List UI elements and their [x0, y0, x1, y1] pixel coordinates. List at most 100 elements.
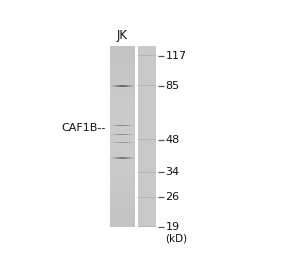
Bar [129, 134, 130, 135]
Bar [110, 205, 135, 206]
Bar [125, 125, 126, 126]
Bar [110, 75, 135, 76]
Bar [110, 137, 135, 138]
Bar [110, 162, 135, 163]
Bar [110, 132, 135, 133]
Bar [122, 134, 123, 135]
Bar [110, 209, 135, 210]
Bar [110, 141, 135, 142]
Bar [110, 76, 135, 77]
Bar [118, 125, 119, 126]
Bar [127, 157, 128, 159]
Bar [110, 224, 135, 225]
Bar [128, 134, 129, 135]
Bar [110, 64, 135, 65]
Bar [138, 55, 156, 56]
Bar [110, 174, 135, 175]
Bar [110, 156, 135, 157]
Bar [110, 157, 111, 159]
Bar [110, 178, 135, 179]
Bar [129, 134, 130, 135]
Bar [110, 142, 111, 143]
Bar [117, 134, 118, 135]
Bar [110, 63, 135, 64]
Bar [117, 134, 118, 135]
Bar [112, 125, 113, 126]
Bar [110, 47, 135, 48]
Bar [122, 85, 123, 87]
Bar [116, 134, 117, 135]
Bar [110, 134, 111, 135]
Bar [120, 134, 121, 135]
Bar [116, 142, 117, 143]
Bar [111, 142, 112, 143]
Bar [110, 78, 135, 79]
Bar [110, 154, 135, 155]
Bar [127, 134, 128, 135]
Bar [110, 94, 135, 95]
Bar [110, 168, 135, 169]
Bar [113, 85, 114, 87]
Bar [110, 72, 135, 73]
Bar [129, 85, 130, 87]
Bar [110, 223, 135, 224]
Text: (kD): (kD) [166, 233, 188, 243]
Bar [123, 142, 124, 143]
Bar [110, 186, 135, 187]
Bar [110, 195, 135, 196]
Bar [110, 53, 135, 54]
Bar [110, 226, 135, 227]
Bar [131, 157, 132, 159]
Bar [126, 85, 127, 87]
Bar [126, 142, 127, 143]
Bar [110, 104, 135, 105]
Bar [110, 148, 135, 149]
Bar [110, 102, 135, 103]
Bar [131, 142, 132, 143]
Bar [114, 134, 115, 135]
Bar [115, 125, 116, 126]
Bar [123, 125, 124, 126]
Bar [130, 157, 131, 159]
Bar [131, 125, 132, 126]
Bar [110, 203, 135, 204]
Bar [110, 187, 135, 188]
Bar [110, 107, 135, 108]
Bar [126, 134, 127, 135]
Bar [110, 120, 135, 121]
Bar [110, 79, 135, 80]
Bar [110, 134, 135, 135]
Bar [133, 157, 134, 159]
Bar [110, 145, 135, 146]
Bar [110, 138, 135, 139]
Text: 19: 19 [166, 222, 179, 232]
Bar [119, 85, 120, 87]
Bar [118, 142, 119, 143]
Bar [129, 125, 130, 126]
Text: JK: JK [117, 29, 128, 42]
Text: 48: 48 [166, 135, 180, 145]
Bar [110, 56, 135, 57]
Bar [110, 160, 135, 161]
Bar [125, 85, 126, 87]
Bar [110, 118, 135, 119]
Bar [130, 142, 131, 143]
Bar [131, 142, 132, 143]
Bar [110, 57, 135, 58]
Bar [110, 62, 135, 63]
Bar [110, 208, 135, 209]
Bar [110, 124, 135, 125]
Bar [110, 84, 135, 85]
Bar [110, 225, 135, 226]
Bar [130, 125, 131, 126]
Bar [110, 133, 135, 134]
Bar [110, 171, 135, 172]
Bar [123, 157, 124, 159]
Bar [110, 144, 135, 145]
Bar [120, 125, 121, 126]
Bar [131, 157, 132, 159]
Bar [110, 52, 135, 53]
Bar [110, 100, 135, 101]
Bar [124, 134, 125, 135]
Bar [110, 90, 135, 91]
